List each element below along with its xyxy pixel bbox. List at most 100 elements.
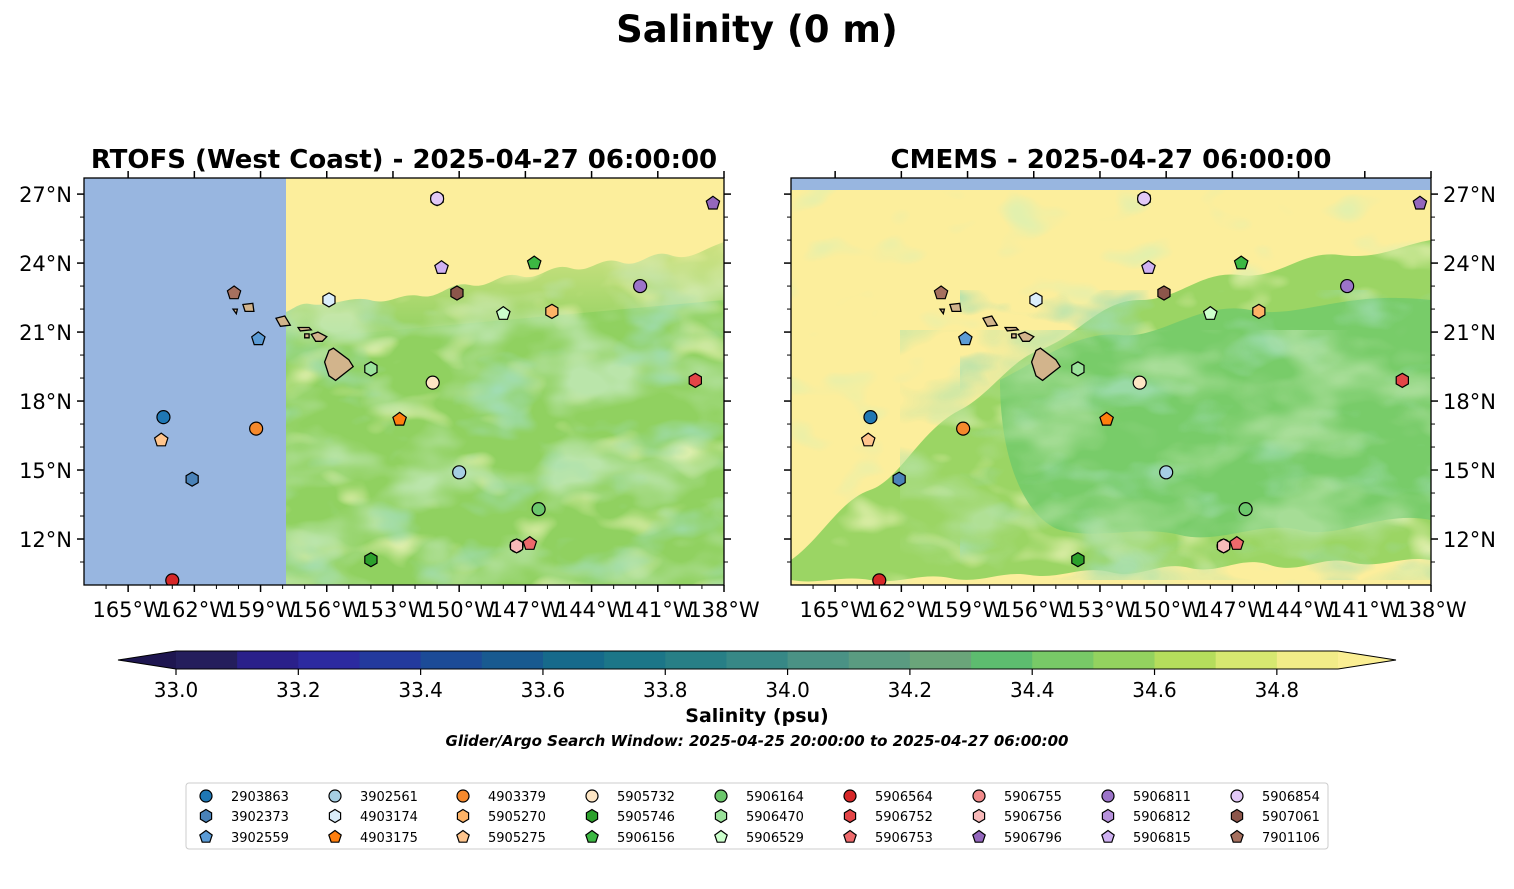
legend-marker-5907061: [1230, 808, 1244, 824]
legend-label: 5906755: [1004, 790, 1062, 805]
island-0: [323, 347, 355, 382]
legend-label: 5906752: [875, 810, 933, 825]
platform-marker-5906156: [526, 255, 542, 270]
colorbar-segment: [420, 651, 483, 669]
platform-marker-5907061: [450, 285, 464, 301]
platform-marker-4903174: [1029, 292, 1043, 308]
platform-marker-4903379: [956, 421, 971, 436]
y-tick-label: 27°N: [19, 183, 72, 207]
legend-box: [185, 782, 1329, 850]
colorbar-tick-label: 33.8: [643, 678, 688, 702]
y-tick-label: 21°N: [19, 321, 72, 345]
x-tick-label: 165°W: [92, 598, 164, 622]
legend-marker-5906854: [1230, 789, 1244, 803]
y-tick-label: 24°N: [1443, 252, 1496, 276]
colorbar-segment: [909, 651, 972, 669]
platform-marker-2903863: [863, 410, 878, 425]
panel-title-rtofs: RTOFS (West Coast) - 2025-04-27 06:00:00: [91, 145, 717, 175]
x-tick-label: 141°W: [1329, 598, 1401, 622]
platform-marker-5906752: [1395, 372, 1409, 389]
x-tick-label: 153°W: [357, 598, 429, 622]
legend-marker-5905732: [585, 789, 599, 803]
platform-marker-5906756: [1216, 538, 1231, 554]
colorbar-tick-label: 34.4: [1010, 678, 1055, 702]
legend-marker-2903863: [199, 789, 213, 803]
legend-label: 5905270: [488, 810, 546, 825]
x-tick-label: 159°W: [225, 598, 297, 622]
platform-marker-5906753: [522, 535, 538, 550]
x-tick-label: 138°W: [1395, 598, 1467, 622]
colorbar-segment: [971, 651, 1033, 669]
legend-label: 5906854: [1262, 790, 1320, 805]
colorbar-tick-label: 34.6: [1132, 678, 1177, 702]
platform-marker-5906811: [1340, 278, 1355, 294]
legend-label: 5906756: [1004, 810, 1062, 825]
platform-marker-5906164: [531, 502, 546, 517]
legend-label: 5906815: [1133, 831, 1191, 846]
platform-marker-5905275: [860, 432, 876, 447]
colorbar-segment: [481, 651, 544, 669]
platform-marker-3902561: [1159, 465, 1174, 480]
legend-marker-5906564: [843, 789, 857, 803]
legend-marker-5906470: [714, 808, 728, 824]
legend-label: 4903379: [488, 790, 546, 805]
legend-marker-5906811: [1101, 789, 1115, 803]
colorbar-segment: [1215, 651, 1278, 669]
platform-marker-3902561: [452, 465, 467, 480]
legend-label: 5906811: [1133, 790, 1191, 805]
high-salinity-north: [286, 178, 724, 312]
colorbar-tick-label: 33.4: [398, 678, 443, 702]
colorbar-segment: [1032, 651, 1094, 669]
platform-marker-5905270: [545, 303, 559, 320]
legend-label: 4903174: [360, 810, 418, 825]
colorbar-segment: [359, 651, 422, 669]
legend-marker-5906796: [972, 829, 986, 843]
colorbar-segment: [1093, 651, 1156, 669]
x-tick-label: 153°W: [1064, 598, 1136, 622]
colorbar-segment: [726, 651, 789, 669]
x-tick-label: 150°W: [423, 598, 495, 622]
platform-marker-5905275: [153, 432, 169, 447]
legend-marker-4903175: [328, 829, 342, 843]
legend-label: 5906753: [875, 831, 933, 846]
y-tick-label: 21°N: [1443, 321, 1496, 345]
colorbar-segment: [237, 651, 299, 669]
legend-marker-5905746: [585, 808, 599, 824]
no-data-strip: [791, 178, 1431, 190]
y-tick-label: 12°N: [1443, 528, 1496, 552]
island-6: [938, 308, 946, 316]
legend: 2903863 3902373 3902559 3902561 4903174 49031…: [185, 782, 1329, 850]
legend-label: 5906470: [746, 810, 804, 825]
colorbar-extend-high: [1338, 651, 1396, 669]
platform-marker-5907061: [1157, 285, 1171, 301]
platform-marker-5906470: [1071, 361, 1085, 377]
y-tick-label: 12°N: [19, 528, 72, 552]
legend-label: 5906529: [746, 831, 804, 846]
legend-label: 5906164: [746, 790, 804, 805]
platform-marker-5906854: [430, 191, 445, 206]
platform-marker-4903175: [392, 411, 408, 426]
legend-marker-3902373: [199, 808, 213, 824]
platform-marker-4903379: [249, 421, 264, 436]
figure-title: Salinity (0 m): [616, 8, 898, 51]
x-tick-label: 147°W: [1197, 598, 1269, 622]
colorbar-segment: [1276, 651, 1339, 669]
legend-marker-5906815: [1101, 829, 1115, 843]
colorbar-segment: [298, 651, 360, 669]
legend-label: 2903863: [231, 790, 289, 805]
colorbar-extend-low: [118, 651, 176, 669]
platform-marker-5906564: [872, 573, 887, 585]
island-3: [1011, 333, 1017, 339]
platform-marker-3902373: [892, 471, 906, 487]
colorbar-tick-label: 34.8: [1255, 678, 1300, 702]
platform-marker-4903174: [322, 292, 336, 308]
legend-label: 5906796: [1004, 831, 1062, 846]
platform-marker-5906796: [1412, 195, 1428, 210]
platform-marker-5905746: [1071, 552, 1085, 568]
island-4: [275, 315, 292, 327]
platform-marker-5906156: [1233, 255, 1249, 270]
legend-label: 4903175: [360, 831, 418, 846]
colorbar-segment: [604, 651, 666, 669]
y-tick-label: 27°N: [1443, 183, 1496, 207]
